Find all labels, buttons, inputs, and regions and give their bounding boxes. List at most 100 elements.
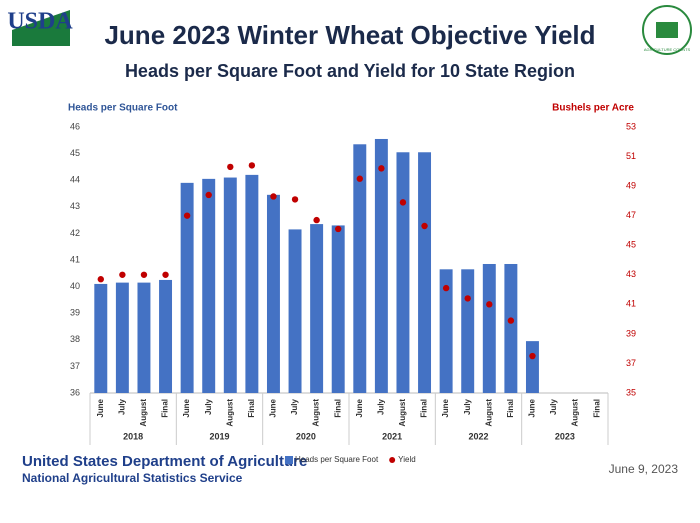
bar (288, 229, 302, 393)
y-tick-label: 37 (70, 361, 80, 371)
y-tick-label: 42 (70, 228, 80, 238)
bar (94, 283, 108, 393)
x-tick-label: June (96, 398, 105, 417)
yield-dot (464, 295, 471, 302)
yield-dot (335, 225, 342, 233)
y2-tick-label: 43 (626, 269, 636, 279)
badge: AGRICULTURE COUNTS (642, 5, 692, 55)
x-tick-label: July (463, 398, 472, 415)
yield-dot (183, 212, 191, 219)
yield-dot (486, 301, 493, 308)
y2-tick-label: 49 (626, 180, 636, 190)
group-label: 2018 (123, 431, 143, 441)
bar (245, 174, 259, 393)
x-tick-label: July (290, 398, 299, 415)
group-label: 2020 (296, 431, 316, 441)
yield-dot (140, 271, 148, 278)
bar (439, 269, 453, 393)
footer-service: National Agricultural Statistics Service (22, 471, 243, 485)
yield-dot (248, 162, 256, 169)
bar (353, 144, 367, 393)
y-tick-label: 40 (70, 281, 80, 291)
x-tick-label: August (484, 399, 493, 427)
y2-tick-label: 41 (626, 299, 636, 309)
yield-dot (291, 196, 299, 203)
bar (202, 178, 216, 393)
x-tick-label: August (312, 399, 321, 427)
bar (504, 263, 518, 393)
x-tick-label: Final (506, 399, 515, 418)
x-tick-label: Final (333, 399, 342, 418)
bar (331, 225, 345, 393)
y2-tick-label: 35 (626, 387, 636, 397)
x-tick-label: June (355, 398, 364, 417)
bar (310, 224, 324, 393)
bar (461, 269, 475, 393)
yield-dot (227, 163, 234, 171)
yield-dot (399, 199, 407, 206)
x-tick-label: August (139, 399, 148, 427)
yield-dot (421, 222, 428, 230)
yield-dot (378, 165, 385, 172)
legend-swatch (389, 457, 396, 463)
yield-dot (162, 271, 169, 278)
group-label: 2023 (555, 431, 575, 441)
bar (223, 177, 237, 393)
bar (396, 152, 410, 393)
bar (266, 194, 280, 393)
yield-dot (356, 175, 363, 182)
y-tick-label: 46 (70, 121, 80, 131)
x-tick-label: July (549, 398, 558, 415)
x-tick-label: Final (247, 399, 256, 418)
x-tick-label: June (528, 398, 537, 417)
y2-tick-label: 39 (626, 328, 636, 338)
group-label: 2021 (382, 431, 402, 441)
bar (159, 279, 173, 393)
yield-dot (313, 216, 320, 224)
yield-dot (529, 352, 536, 360)
logo-text: USDA (7, 9, 73, 35)
x-tick-label: June (182, 398, 191, 417)
x-tick-label: July (204, 398, 213, 415)
yield-dot (442, 284, 450, 292)
legend-label: Heads per Square Foot (295, 455, 379, 464)
y2-tick-label: 45 (626, 240, 636, 250)
group-label: 2022 (468, 431, 488, 441)
footer-agency: United States Department of Agriculture (22, 453, 307, 470)
bar (180, 182, 194, 393)
bar (374, 138, 388, 393)
yield-dot (97, 276, 104, 283)
y2-axis-label: Bushels per Acre (552, 103, 634, 114)
y-tick-label: 44 (70, 175, 80, 185)
bar (525, 341, 539, 393)
y2-tick-label: 47 (626, 210, 636, 220)
x-tick-label: Final (420, 399, 429, 418)
x-tick-label: Final (161, 399, 170, 418)
y-tick-label: 41 (70, 254, 80, 264)
chart-subtitle: Heads per Square Foot and Yield for 10 S… (125, 61, 575, 81)
bar (137, 282, 151, 393)
y-tick-label: 39 (70, 308, 80, 318)
x-tick-label: August (398, 399, 407, 427)
logo-shape (12, 10, 70, 46)
chart-title: June 2023 Winter Wheat Objective Yield (104, 20, 595, 50)
legend-label: Yield (398, 455, 416, 464)
group-label: 2019 (209, 431, 229, 441)
x-tick-label: Final (592, 399, 601, 418)
bar (418, 152, 432, 393)
x-tick-label: June (269, 398, 278, 417)
badge-text: AGRICULTURE COUNTS (644, 47, 691, 52)
footer-date: June 9, 2023 (609, 462, 679, 476)
x-tick-label: August (225, 399, 234, 427)
bar (482, 263, 496, 393)
x-tick-label: June (441, 398, 450, 417)
x-tick-label: July (376, 398, 385, 415)
y2-tick-label: 51 (626, 151, 636, 161)
y-axis-label: Heads per Square Foot (68, 103, 178, 114)
yield-dot (270, 193, 277, 200)
yield-dot (205, 191, 212, 199)
x-tick-label: August (571, 399, 580, 427)
usda-logo: USDA (7, 9, 73, 46)
y-tick-label: 36 (70, 387, 80, 397)
